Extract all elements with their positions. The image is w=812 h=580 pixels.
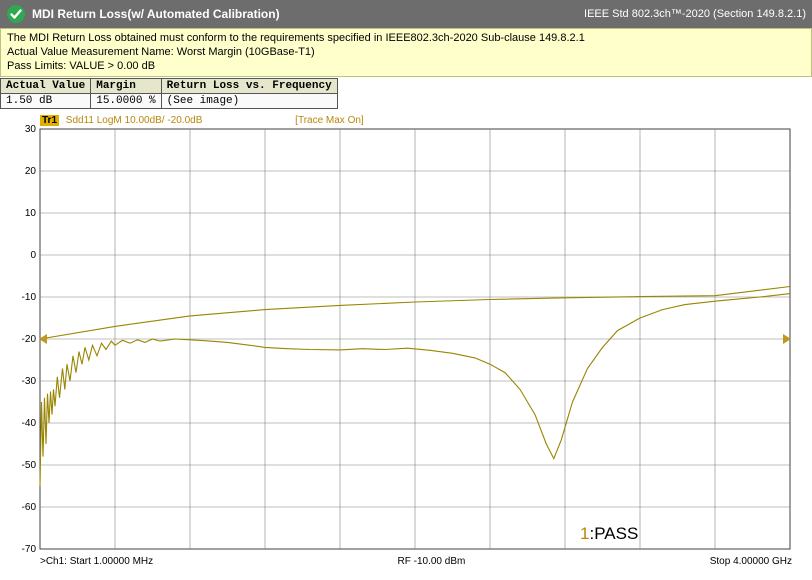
col-header: Margin [91,79,161,94]
col-header: Actual Value [1,79,91,94]
info-line: The MDI Return Loss obtained must confor… [7,32,805,46]
svg-text:-50: -50 [22,460,37,471]
col-header: Return Loss vs. Frequency [161,79,337,94]
svg-text:30: 30 [25,124,37,135]
spec-text: IEEE Std 802.3ch™-2020 (Section 149.8.2.… [584,8,806,20]
svg-text:-40: -40 [22,418,37,429]
trace-max-on: [Trace Max On] [295,115,364,126]
info-line: Actual Value Measurement Name: Worst Mar… [7,46,805,60]
cell-see-image: (See image) [161,94,337,109]
plot-svg: 30 20 10 0 -10 -20 -30 -40 -50 -60 -70 [4,115,808,555]
x-stop-label: Stop 4.00000 GHz [710,556,802,567]
svg-text:0: 0 [30,250,36,261]
cell-actual-value: 1.50 dB [1,94,91,109]
svg-text:-30: -30 [22,376,37,387]
pass-check-icon [6,4,26,24]
pass-marker-text: :PASS [589,524,638,543]
x-center-label: RF -10.00 dBm [153,556,710,567]
pass-marker: 1:PASS [580,524,638,544]
trace-header: Tr1 Sdd11 LogM 10.00dB/ -20.0dB [Trace M… [40,115,364,126]
chart: Tr1 Sdd11 LogM 10.00dB/ -20.0dB [Trace M… [4,115,808,567]
results-table: Actual Value Margin Return Loss vs. Freq… [0,78,338,109]
x-start-label: >Ch1: Start 1.00000 MHz [40,556,153,567]
trace-box: Tr1 [40,115,59,126]
svg-text:-10: -10 [22,292,37,303]
svg-text:-20: -20 [22,334,37,345]
chart-footer: >Ch1: Start 1.00000 MHz RF -10.00 dBm St… [4,555,808,567]
svg-text:20: 20 [25,166,37,177]
svg-text:10: 10 [25,208,37,219]
svg-text:-70: -70 [22,544,37,555]
svg-text:-60: -60 [22,502,37,513]
title-text: MDI Return Loss(w/ Automated Calibration… [32,7,280,21]
trace-label: Sdd11 LogM 10.00dB/ -20.0dB [66,115,203,126]
info-line: Pass Limits: VALUE > 0.00 dB [7,60,805,74]
title-bar: MDI Return Loss(w/ Automated Calibration… [0,0,812,28]
info-box: The MDI Return Loss obtained must confor… [0,28,812,77]
cell-margin: 15.0000 % [91,94,161,109]
